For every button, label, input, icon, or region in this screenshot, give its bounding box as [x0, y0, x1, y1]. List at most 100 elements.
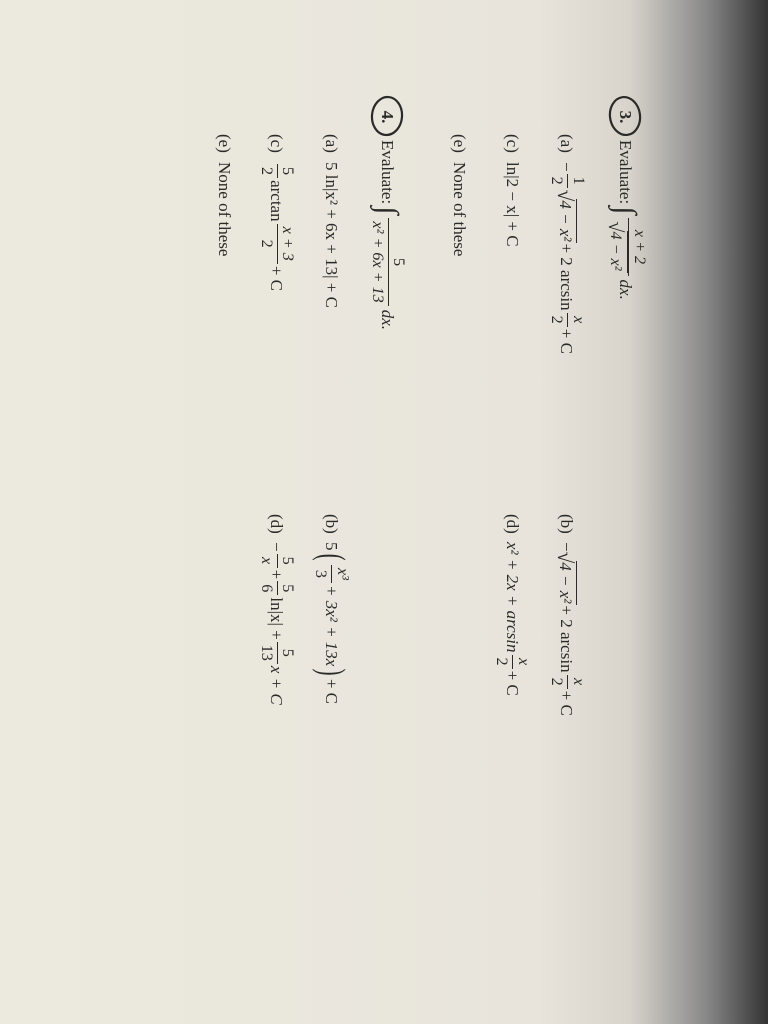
- frac-bot: 2: [546, 313, 567, 327]
- choice-text: ln|2 − x| + C: [502, 162, 522, 247]
- choice-text: + 3x² + 13x: [321, 585, 341, 666]
- choice-text: + C: [502, 671, 522, 696]
- dx-label: dx.: [615, 278, 635, 300]
- choice-text: x² + 2x + arcsin: [502, 542, 522, 653]
- choice-letter: (c): [502, 134, 522, 162]
- choice-text: −: [556, 542, 576, 552]
- frac-top: 1: [567, 174, 587, 188]
- choice-text: + C: [556, 691, 576, 716]
- choice-text: x + C: [266, 666, 286, 705]
- frac-bot: 3: [310, 565, 331, 583]
- frac-top: 5: [277, 164, 297, 178]
- choice-letter: (b): [556, 514, 576, 542]
- choice-3a: (a) − 1 2 √ 4 − x² + 2 arcsin x 2: [546, 134, 587, 514]
- sqrt-radicand: 4 − x²: [555, 561, 577, 605]
- frac-top: x: [512, 655, 532, 669]
- frac-bot: 2: [546, 675, 567, 689]
- fraction: 5 x: [256, 554, 297, 568]
- problem-4-number-circled: 4.: [372, 100, 402, 134]
- choice-letter: (e): [214, 134, 234, 162]
- choice-text: + C: [321, 679, 341, 704]
- frac-top: 5: [277, 581, 297, 595]
- frac-top: x + 3: [277, 224, 297, 264]
- integrand-bot: x² + 6x + 13: [367, 218, 388, 305]
- choice-3c: (c) ln|2 − x| + C: [494, 134, 530, 514]
- choice-4a: (a) 5 ln|x² + 6x + 13| + C: [313, 134, 349, 514]
- choice-row: (e) None of these: [206, 134, 242, 964]
- integrand-top: 5: [388, 218, 408, 305]
- problem-3-number-circled: 3.: [610, 100, 640, 134]
- choice-4e: (e) None of these: [206, 134, 242, 514]
- choice-text: None of these: [214, 162, 234, 256]
- left-paren-icon: (: [321, 553, 340, 560]
- choice-text: +: [266, 570, 286, 580]
- sqrt-icon: √ 4 − x²: [555, 190, 577, 244]
- choice-row: (e) None of these: [441, 134, 477, 964]
- choice-row: (a) − 1 2 √ 4 − x² + 2 arcsin x 2: [546, 134, 587, 964]
- frac-bot: 2: [546, 174, 567, 188]
- choice-3b: (b) − √ 4 − x² + 2 arcsin x 2 + C: [546, 514, 587, 716]
- problem-4-prompt: 4. Evaluate: ∫ 5 x² + 6x + 13 dx.: [367, 100, 408, 964]
- problem-3: 3. Evaluate: ∫ x + 2 √ 4 − x² dx. (a): [441, 100, 648, 964]
- problem-4-choices: (a) 5 ln|x² + 6x + 13| + C (b) 5 ( x³ 3 …: [206, 134, 351, 964]
- choice-text: arctan: [266, 180, 286, 222]
- choice-3e: (e) None of these: [441, 134, 477, 514]
- sqrt-radicand: 4 − x²: [555, 199, 577, 243]
- fraction: x 2: [546, 313, 587, 327]
- frac-top: x: [567, 313, 587, 327]
- choice-letter: (a): [321, 134, 341, 162]
- choice-text: −: [266, 542, 286, 552]
- choice-4d: (d) − 5 x + 5 6 ln|x| + 5 13: [256, 514, 297, 705]
- fraction: x 2: [491, 655, 532, 669]
- fraction: 5 2: [256, 164, 297, 178]
- frac-bot: 13: [256, 642, 277, 664]
- integral-sign-icon: ∫: [370, 204, 404, 216]
- choice-text: None of these: [449, 162, 469, 256]
- choice-4b: (b) 5 ( x³ 3 + 3x² + 13x ) + C: [310, 514, 351, 704]
- choice-text: + 2 arcsin: [556, 243, 576, 310]
- choice-text: −: [556, 162, 576, 172]
- fraction: 5 13: [256, 642, 297, 664]
- fraction: 5 6: [256, 581, 297, 595]
- frac-top: 5: [277, 642, 297, 664]
- frac-bot: 6: [256, 581, 277, 595]
- choice-row: (a) 5 ln|x² + 6x + 13| + C (b) 5 ( x³ 3 …: [310, 134, 351, 964]
- integrand-bot: 4 − x²: [605, 231, 628, 273]
- frac-top: x³: [331, 565, 351, 583]
- integrand-top: x + 2: [631, 230, 648, 264]
- choice-letter: (c): [266, 134, 286, 162]
- choice-text: + 2 arcsin: [556, 605, 576, 672]
- choice-letter: (b): [321, 514, 341, 542]
- choice-letter: (a): [556, 134, 576, 162]
- choice-text: + C: [556, 329, 576, 354]
- choice-4c: (c) 5 2 arctan x + 3 2 + C: [256, 134, 297, 514]
- problem-4-number: 4.: [377, 111, 397, 124]
- sqrt-icon: √ 4 − x²: [605, 221, 628, 272]
- frac-bot: 2: [256, 164, 277, 178]
- choice-3d: (d) x² + 2x + arcsin x 2 + C: [491, 514, 532, 696]
- problem-3-choices: (a) − 1 2 √ 4 − x² + 2 arcsin x 2: [441, 134, 586, 964]
- choice-text: ln|x| +: [266, 597, 286, 639]
- choice-letter: (e): [449, 134, 469, 162]
- problem-3-prompt: 3. Evaluate: ∫ x + 2 √ 4 − x² dx.: [603, 100, 648, 964]
- fraction: x 2: [546, 675, 587, 689]
- dx-label: dx.: [377, 308, 397, 330]
- integrand-fraction: 5 x² + 6x + 13: [367, 218, 408, 305]
- frac-top: 5: [277, 554, 297, 568]
- fraction: x³ 3: [310, 565, 351, 583]
- problem-4: 4. Evaluate: ∫ 5 x² + 6x + 13 dx. (a) 5 …: [206, 100, 408, 964]
- frac-bot: x: [256, 554, 277, 568]
- choice-row: (c) 5 2 arctan x + 3 2 + C (d) −: [256, 134, 297, 964]
- choice-text: + C: [266, 266, 286, 291]
- page: 3. Evaluate: ∫ x + 2 √ 4 − x² dx. (a): [0, 0, 768, 1024]
- choice-letter: (d): [502, 514, 522, 542]
- choice-letter: (d): [266, 514, 286, 542]
- fraction: 1 2: [546, 174, 587, 188]
- evaluate-label: Evaluate:: [615, 140, 635, 204]
- sqrt-icon: √ 4 − x²: [555, 552, 577, 606]
- frac-bot: 2: [256, 224, 277, 264]
- problem-3-number: 3.: [615, 111, 635, 124]
- frac-top: x: [567, 675, 587, 689]
- integral-sign-icon: ∫: [608, 204, 642, 216]
- integrand-fraction: x + 2 √ 4 − x²: [603, 218, 648, 275]
